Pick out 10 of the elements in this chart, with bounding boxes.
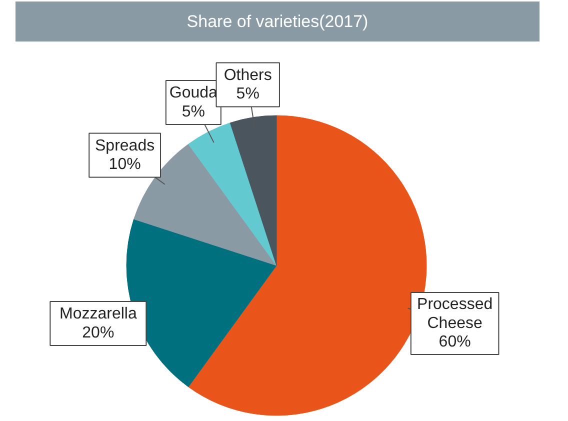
data-label: 60% — [438, 334, 471, 351]
data-label: 10% — [108, 156, 141, 174]
data-label: 5% — [182, 103, 205, 120]
slice-label: Others — [224, 66, 272, 84]
data-label: 5% — [236, 86, 260, 103]
slice-label: Mozzarella — [59, 306, 137, 323]
chart-title: Share of varieties(2017) — [186, 12, 368, 31]
slice-label: Spreads — [95, 137, 155, 154]
data-label: 20% — [82, 324, 114, 342]
slice-label: Gouda — [169, 84, 218, 102]
